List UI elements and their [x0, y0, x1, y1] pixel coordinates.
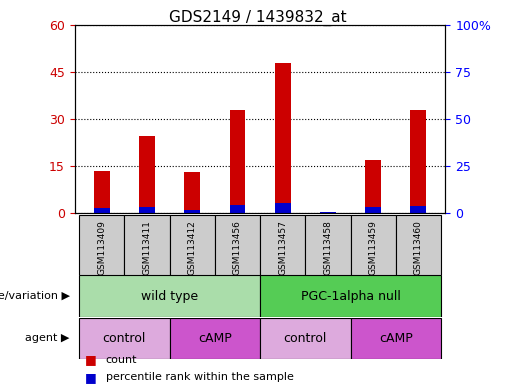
Text: GSM113460: GSM113460	[414, 220, 423, 275]
Text: GSM113458: GSM113458	[323, 220, 332, 275]
Text: PGC-1alpha null: PGC-1alpha null	[301, 290, 401, 303]
Bar	[169, 318, 260, 359]
Text: GDS2149 / 1439832_at: GDS2149 / 1439832_at	[169, 10, 346, 26]
Bar	[230, 205, 245, 213]
Text: cAMP: cAMP	[198, 332, 232, 345]
Bar	[184, 172, 200, 213]
Bar	[79, 275, 260, 317]
Bar	[351, 215, 396, 275]
Text: GSM113409: GSM113409	[97, 220, 106, 275]
Bar	[410, 205, 426, 213]
Bar	[275, 63, 290, 213]
Bar	[351, 318, 441, 359]
Bar	[94, 171, 110, 213]
Text: GSM113411: GSM113411	[143, 220, 151, 275]
Text: genotype/variation ▶: genotype/variation ▶	[0, 291, 70, 301]
Bar	[139, 136, 155, 213]
Bar	[365, 160, 381, 213]
Text: control: control	[284, 332, 327, 345]
Text: agent ▶: agent ▶	[25, 333, 70, 343]
Bar	[260, 318, 351, 359]
Text: GSM113457: GSM113457	[278, 220, 287, 275]
Text: cAMP: cAMP	[379, 332, 413, 345]
Bar	[125, 215, 169, 275]
Bar	[79, 215, 125, 275]
Bar	[260, 275, 441, 317]
Bar	[79, 318, 169, 359]
Text: GSM113459: GSM113459	[369, 220, 377, 275]
Bar	[410, 110, 426, 213]
Text: GSM113412: GSM113412	[188, 220, 197, 275]
Text: control: control	[102, 332, 146, 345]
Bar	[275, 203, 290, 213]
Bar	[320, 212, 336, 213]
Bar	[184, 210, 200, 213]
Bar	[260, 215, 305, 275]
Text: ■: ■	[85, 371, 97, 384]
Bar	[320, 212, 336, 213]
Bar	[305, 215, 351, 275]
Bar	[169, 215, 215, 275]
Bar	[230, 110, 245, 213]
Bar	[139, 207, 155, 213]
Text: count: count	[106, 355, 137, 365]
Text: ■: ■	[85, 353, 97, 366]
Text: wild type: wild type	[141, 290, 198, 303]
Bar	[396, 215, 441, 275]
Text: GSM113456: GSM113456	[233, 220, 242, 275]
Bar	[94, 209, 110, 213]
Text: percentile rank within the sample: percentile rank within the sample	[106, 372, 294, 382]
Bar	[215, 215, 260, 275]
Bar	[365, 207, 381, 213]
